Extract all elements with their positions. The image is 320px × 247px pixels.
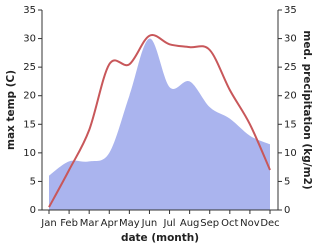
- x-tick-label: Oct: [221, 218, 238, 229]
- x-tick-label: Nov: [240, 218, 260, 229]
- y-tick-label: 35: [23, 5, 36, 16]
- y-tick-label: 25: [23, 62, 36, 73]
- y2-tick-label: 20: [284, 91, 297, 102]
- x-tick-label: May: [119, 218, 140, 229]
- y2-tick-label: 0: [284, 205, 290, 216]
- x-tick-label: Feb: [60, 218, 78, 229]
- y-tick-label: 15: [23, 119, 36, 130]
- x-tick-label: Jun: [141, 218, 158, 229]
- x-tick-label: Mar: [80, 218, 100, 229]
- x-tick-label: Jan: [40, 218, 56, 229]
- y-tick-label: 30: [23, 34, 36, 45]
- y-tick-label: 20: [23, 91, 36, 102]
- y-tick-label: 10: [23, 148, 36, 159]
- y2-tick-label: 10: [284, 148, 297, 159]
- x-tick-label: Apr: [101, 218, 119, 229]
- precipitation-area: [49, 38, 270, 210]
- y2-axis-title: med. precipitation (kg/m2): [301, 30, 313, 189]
- y2-tick-label: 15: [284, 119, 297, 130]
- y-tick-label: 0: [30, 205, 36, 216]
- y2-tick-label: 25: [284, 62, 297, 73]
- y2-tick-label: 35: [284, 5, 297, 16]
- y-axis-title: max temp (C): [5, 70, 17, 150]
- axes-frame: [41, 10, 279, 211]
- temperature-line: [48, 34, 271, 208]
- y2-tick-label: 5: [284, 176, 290, 187]
- y-tick-label: 5: [30, 176, 36, 187]
- x-tick-label: Jul: [163, 218, 176, 229]
- y2-tick-label: 30: [284, 34, 297, 45]
- x-tick-label: Sep: [200, 218, 219, 229]
- x-tick-label: Dec: [260, 218, 279, 229]
- x-tick-label: Aug: [180, 218, 200, 229]
- x-axis-title: date (month): [121, 232, 199, 244]
